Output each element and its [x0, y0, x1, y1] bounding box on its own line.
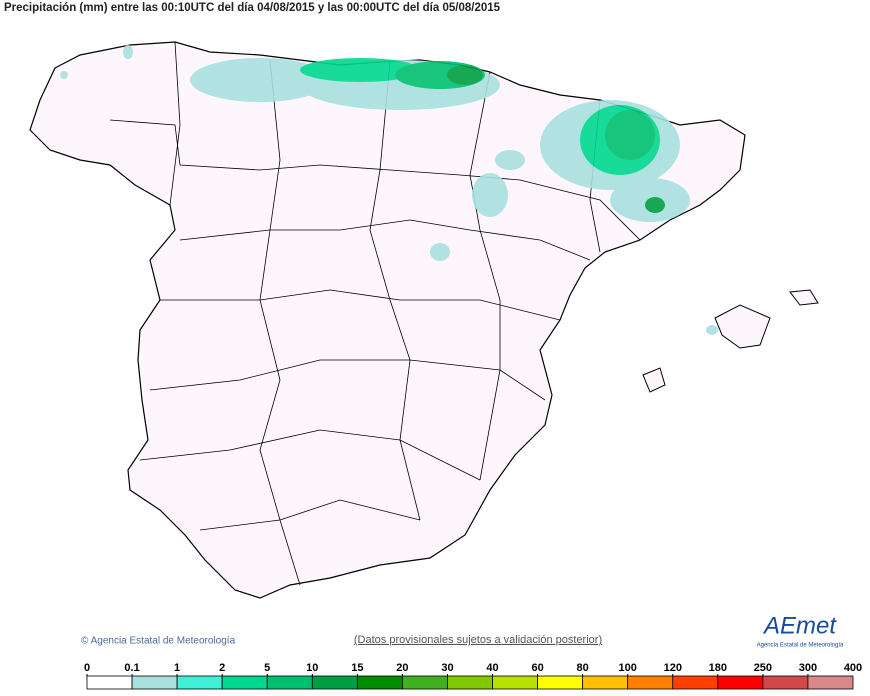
legend-swatch [762, 675, 809, 690]
legend-swatch [131, 675, 178, 690]
legend-swatch [807, 675, 854, 690]
legend-label: 1 [174, 662, 180, 674]
legend-label: 2 [219, 662, 225, 674]
legend-swatch [176, 675, 223, 690]
legend-swatch [672, 675, 719, 690]
mallorca [714, 304, 771, 349]
legend-swatch [447, 675, 493, 690]
precipitation [60, 45, 718, 335]
legend-swatch [221, 675, 268, 690]
legend-swatch [627, 675, 674, 690]
disclaimer: (Datos provisionales sujetos a validació… [354, 634, 602, 646]
legend-label: 5 [264, 662, 270, 674]
map [29, 41, 819, 599]
legend-swatch [402, 675, 448, 690]
legend-swatch [266, 675, 313, 690]
legend-label: 0.1 [124, 662, 139, 674]
legend-swatch [717, 675, 764, 690]
legend: 0 0.1 1 2 5 10 15 20 30 40 60 80 100 120 180 250 300 400 [84, 662, 862, 690]
legend-label: 10 [306, 662, 318, 674]
legend-label: 40 [486, 662, 498, 674]
legend-label: 120 [664, 662, 682, 674]
legend-label: 60 [531, 662, 543, 674]
logo-subtitle: Agencia Estatal de Meteorología [757, 643, 844, 649]
legend-label: 30 [441, 662, 453, 674]
legend-label: 80 [577, 662, 589, 674]
logo-name: AEmet [762, 612, 837, 639]
legend-label: 100 [619, 662, 637, 674]
legend-swatch [537, 675, 584, 690]
copyright: © Agencia Estatal de Meteorología [81, 636, 236, 647]
title: Precipitación (mm) entre las 00:10UTC de… [4, 2, 501, 14]
province-borders [109, 41, 641, 586]
legend-label: 0 [84, 662, 90, 674]
legend-swatch [86, 675, 133, 690]
legend-label: 250 [754, 662, 772, 674]
legend-swatch [492, 675, 538, 690]
legend-label: 400 [844, 662, 862, 674]
legend-label: 300 [799, 662, 817, 674]
legend-label: 20 [396, 662, 408, 674]
menorca [789, 289, 819, 306]
ibiza [642, 367, 666, 393]
legend-label: 180 [709, 662, 727, 674]
legend-label: 15 [351, 662, 363, 674]
legend-swatch [356, 675, 403, 690]
legend-swatch [311, 675, 358, 690]
legend-swatch [582, 675, 629, 690]
